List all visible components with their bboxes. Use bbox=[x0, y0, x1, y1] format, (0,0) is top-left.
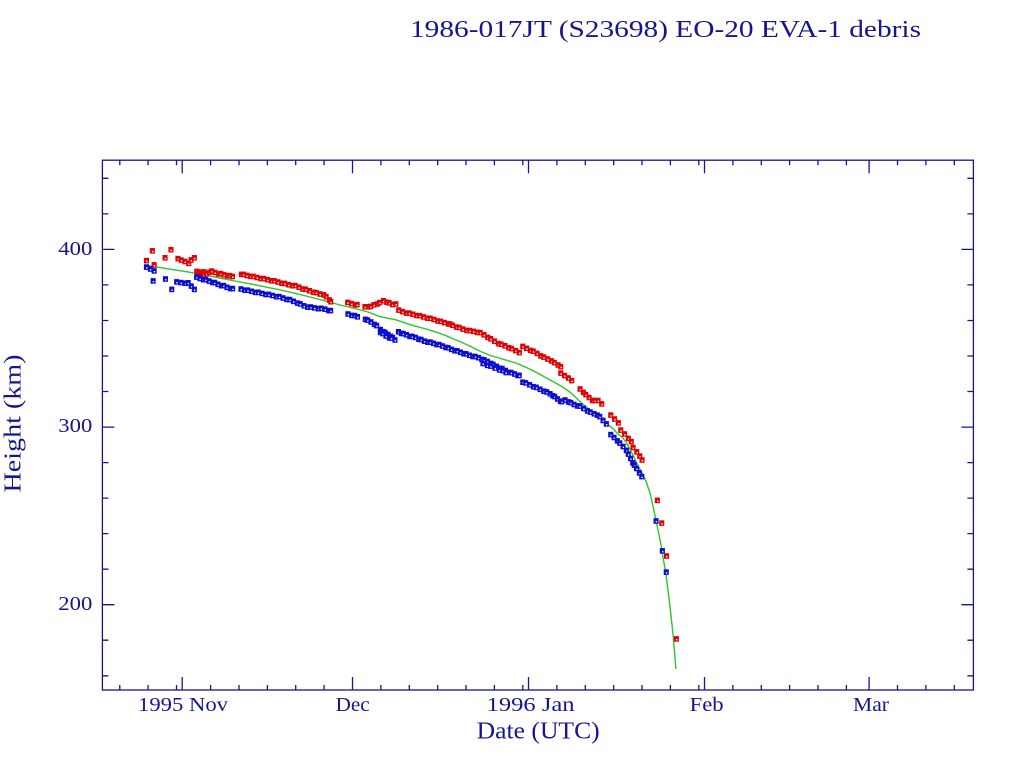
svg-text:1995 Nov: 1995 Nov bbox=[138, 694, 229, 716]
svg-text:Date (UTC): Date (UTC) bbox=[477, 718, 600, 745]
svg-text:Dec: Dec bbox=[336, 694, 370, 716]
svg-text:Mar: Mar bbox=[853, 694, 889, 716]
svg-text:Feb: Feb bbox=[690, 694, 724, 716]
svg-text:200: 200 bbox=[58, 593, 92, 615]
svg-text:1986-017JT (S23698) EO-20 EVA-: 1986-017JT (S23698) EO-20 EVA-1 debris bbox=[410, 16, 921, 43]
svg-text:1996 Jan: 1996 Jan bbox=[487, 694, 575, 716]
svg-text:400: 400 bbox=[58, 238, 92, 260]
svg-text:Height (km): Height (km) bbox=[0, 355, 27, 493]
svg-text:300: 300 bbox=[58, 415, 92, 437]
